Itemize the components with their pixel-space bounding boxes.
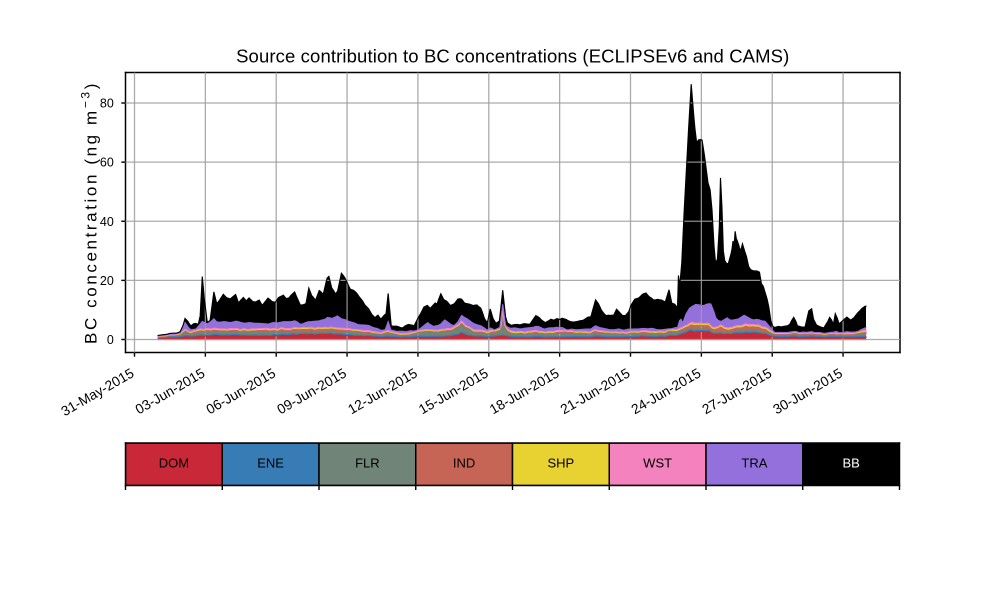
svg-text:TRA: TRA [741, 456, 767, 471]
svg-text:SHP: SHP [548, 456, 575, 471]
svg-text:WST: WST [643, 456, 672, 471]
svg-text:60: 60 [100, 156, 114, 170]
svg-text:IND: IND [453, 456, 475, 471]
svg-text:80: 80 [100, 97, 114, 111]
svg-text:FLR: FLR [355, 456, 380, 471]
svg-text:20: 20 [100, 274, 114, 288]
svg-text:DOM: DOM [159, 456, 189, 471]
svg-text:0: 0 [107, 333, 114, 347]
svg-text:BC concentration (ng m−3): BC concentration (ng m−3) [78, 81, 100, 344]
svg-text:Source contribution to BC conc: Source contribution to BC concentrations… [236, 46, 789, 67]
svg-text:40: 40 [100, 215, 114, 229]
svg-text:BB: BB [842, 456, 859, 471]
svg-text:ENE: ENE [257, 456, 284, 471]
